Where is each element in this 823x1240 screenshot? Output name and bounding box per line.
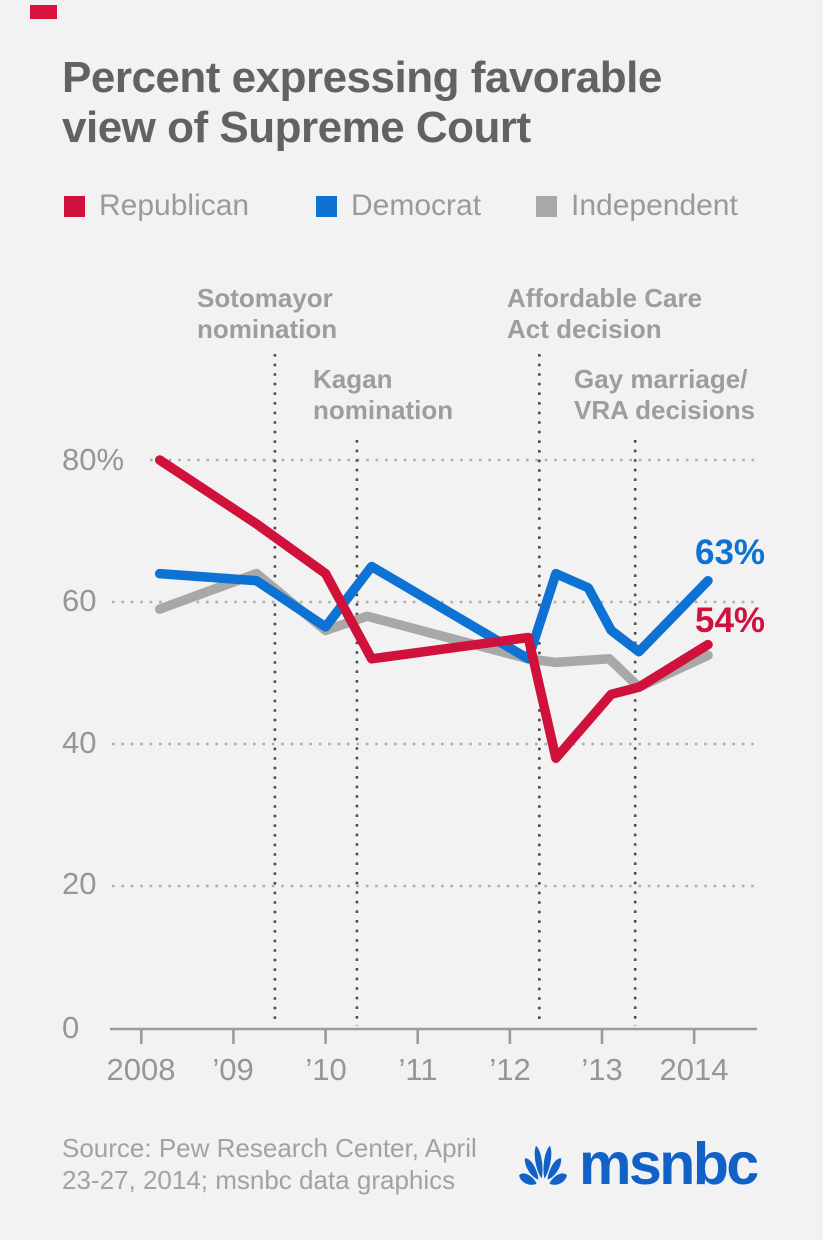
legend-label-democrat: Democrat [351,189,482,222]
democrat-end-value-label: 63% [695,533,766,572]
brand-accent-mark [30,5,57,19]
y-axis-label-80: 80% [62,442,125,477]
x-axis-label-2008: 2008 [106,1052,176,1087]
annotation-gay-marriage-vra-decisions: Gay marriage/ VRA decisions [574,364,756,425]
msnbc-logo: msnbc [516,1131,759,1197]
x-axis-label-2014: 2014 [659,1052,729,1087]
legend-label-independent: Independent [571,189,738,222]
x-axis-label-13: ’13 [581,1052,623,1087]
source-attribution: Source: Pew Research Center, April 23-27… [62,1133,477,1195]
democrat-swatch [316,195,337,217]
legend-label-republican: Republican [99,189,250,222]
annotation-sotomayor-nomination: Sotomayor nomination [197,283,338,344]
y-axis-label-60: 60 [62,583,97,618]
legend-item-republican: Republican [64,189,250,222]
legend-item-democrat: Democrat [316,189,482,222]
legend-item-independent: Independent [536,189,738,222]
y-axis-label-20: 20 [62,866,97,901]
y-axis-label-0: 0 [62,1010,80,1045]
republican-end-value-label: 54% [695,601,766,640]
msnbc-wordmark: msnbc [579,1131,759,1197]
x-axis-label-11: ’11 [398,1052,438,1087]
peacock-icon [519,1145,567,1185]
independent-swatch [536,195,557,217]
y-axis-label-40: 40 [62,725,97,760]
x-axis-label-12: ’12 [489,1052,531,1087]
x-axis-label-10: ’10 [305,1052,347,1087]
republican-swatch [64,195,85,217]
annotation-aca-decision: Affordable Care Act decision [507,283,703,344]
annotation-kagan-nomination: Kagan nomination [313,364,454,425]
x-axis-label-09: ’09 [212,1052,254,1087]
chart-title: Percent expressing favorable view of Sup… [62,53,662,152]
